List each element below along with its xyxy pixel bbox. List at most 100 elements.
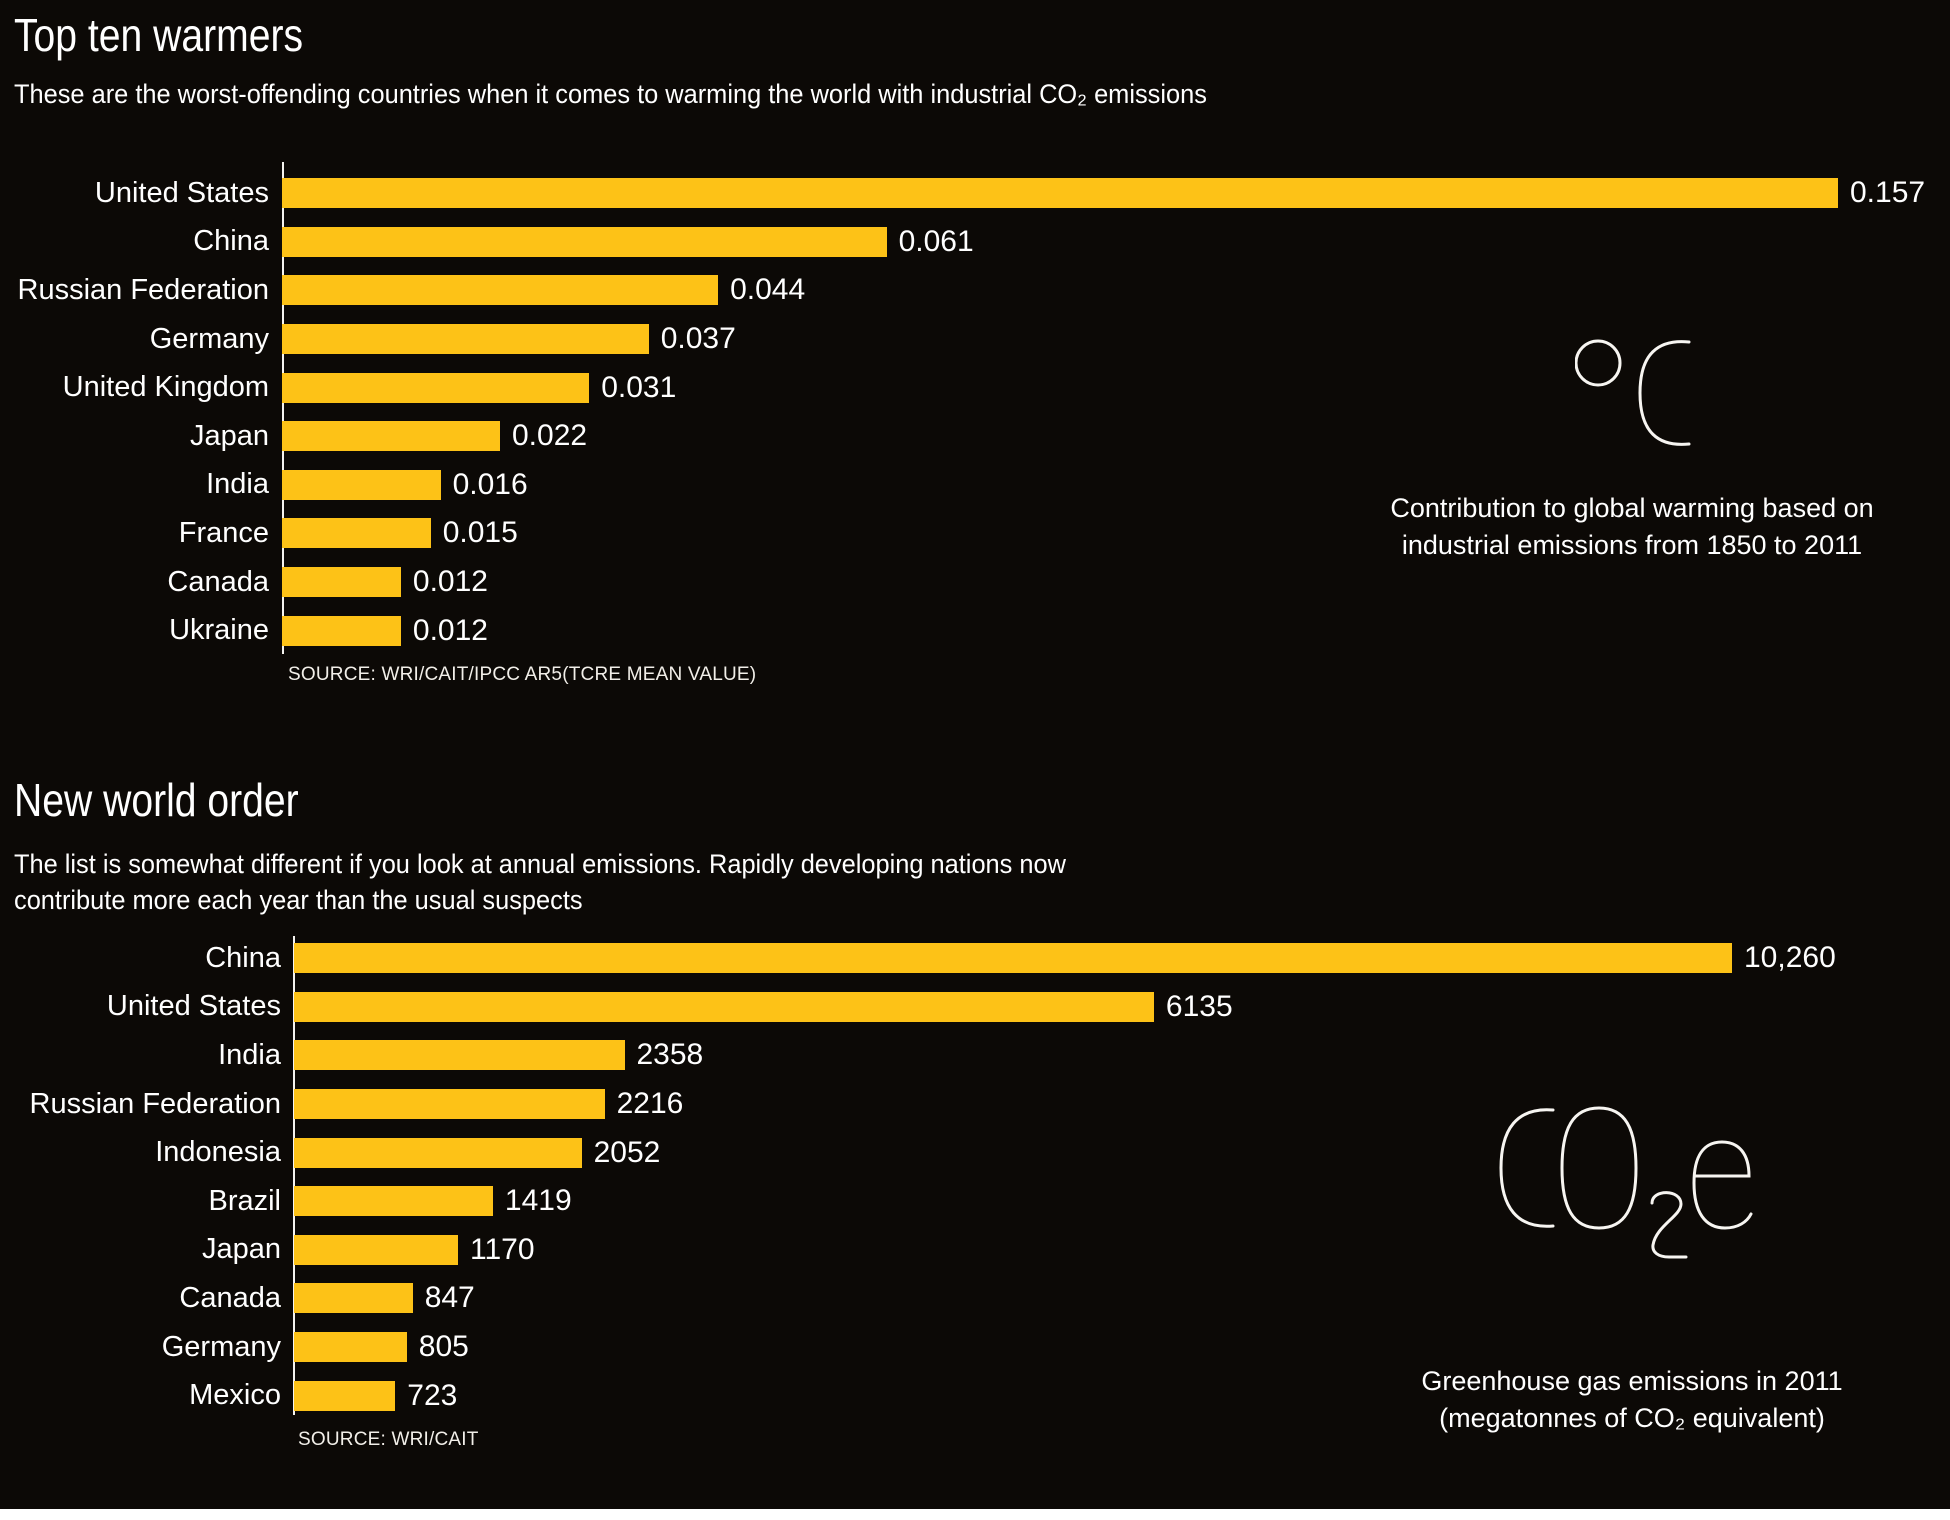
bar-value: 0.012 — [412, 565, 488, 599]
bar-label: China — [193, 225, 269, 258]
bottom-border — [0, 1509, 1950, 1520]
bar-row: United States 0.157 — [0, 169, 1950, 218]
bar-value: 1170 — [470, 1232, 535, 1266]
bar-row: Ukraine 0.012 — [0, 606, 1950, 655]
bar — [282, 324, 649, 355]
chart1-annotation-caption: Contribution to global warming based on … — [1362, 490, 1902, 564]
bar-value: 1419 — [504, 1184, 572, 1218]
bar-label: United States — [94, 176, 269, 209]
bar — [282, 421, 500, 452]
bar-row: China 10,260 — [0, 934, 1950, 983]
bar-row: Germany 0.037 — [0, 315, 1950, 364]
bar — [294, 1137, 582, 1168]
chart2-title: New world order — [14, 774, 299, 826]
bar-value: 805 — [418, 1330, 469, 1364]
bar-label: Germany — [161, 1330, 281, 1363]
bar-value: 0.037 — [660, 322, 736, 356]
bar — [282, 567, 401, 598]
bar-label: Mexico — [189, 1379, 281, 1412]
chart2-subtitle: The list is somewhat different if you lo… — [14, 849, 1066, 915]
bar-row: United States 6135 — [0, 983, 1950, 1032]
bar-label: Ukraine — [169, 614, 269, 647]
chart1-bars: United States 0.157 China 0.061 Russian Fede… — [0, 169, 1950, 655]
bar-value: 0.012 — [412, 613, 488, 647]
bar — [282, 275, 719, 306]
bar-row: India 0.016 — [0, 461, 1950, 510]
chart1-axis-line — [282, 162, 284, 654]
bar-value: 0.061 — [898, 224, 974, 258]
bar-value: 0.157 — [1850, 176, 1926, 210]
chart2-bars: China 10,260 United States 6135 India 2358 Rus… — [0, 934, 1950, 1420]
bar-label: Canada — [179, 1281, 281, 1314]
bar — [282, 226, 887, 257]
bar-label: Germany — [149, 322, 269, 355]
bar — [294, 1380, 396, 1411]
caption-line: Contribution to global warming based on — [1390, 493, 1874, 523]
chart2-axis-line — [293, 936, 295, 1415]
bar-row: Canada 847 — [0, 1274, 1950, 1323]
bar-row: Mexico 723 — [0, 1371, 1950, 1420]
bar-label: United States — [106, 990, 281, 1023]
caption-line: (megatonnes of CO₂ equivalent) — [1439, 1403, 1825, 1433]
bar-value: 2216 — [616, 1087, 684, 1121]
degrees-celsius-icon — [1575, 339, 1691, 446]
bar-value: 0.022 — [512, 419, 588, 453]
bar-row: Germany 805 — [0, 1323, 1950, 1372]
bar — [294, 991, 1154, 1022]
bar-row: Japan 0.022 — [0, 412, 1950, 461]
bar-value: 0.044 — [730, 273, 806, 307]
bar-label: India — [218, 1038, 281, 1071]
bar-row: United Kingdom 0.031 — [0, 363, 1950, 412]
bar — [282, 372, 590, 403]
bar-value: 0.016 — [452, 467, 528, 501]
bar — [294, 1186, 493, 1217]
bar-label: Japan — [189, 419, 269, 452]
caption-line: Greenhouse gas emissions in 2011 — [1421, 1366, 1843, 1396]
bar-value: 6135 — [1165, 989, 1233, 1023]
bar — [294, 1283, 413, 1314]
bar — [294, 1234, 458, 1265]
bar-label: Japan — [201, 1233, 281, 1266]
bar-label: Canada — [167, 565, 269, 598]
bar-row: Russian Federation 0.044 — [0, 266, 1950, 315]
bar-label: China — [205, 941, 281, 974]
bar-row: India 2358 — [0, 1031, 1950, 1080]
bar-label: Russian Federation — [17, 273, 269, 306]
bar-row: Brazil 1419 — [0, 1177, 1950, 1226]
bar-label: France — [178, 516, 269, 549]
bar — [294, 1089, 605, 1120]
bar — [294, 1332, 407, 1363]
bar-row: Indonesia 2052 — [0, 1128, 1950, 1177]
bar-value: 10,260 — [1744, 941, 1836, 975]
bar-label: United Kingdom — [62, 371, 269, 404]
bar-value: 2052 — [593, 1135, 661, 1169]
bar-row: France 0.015 — [0, 509, 1950, 558]
chart2-annotation-caption: Greenhouse gas emissions in 2011 (megato… — [1362, 1363, 1902, 1437]
chart1-source: SOURCE: WRI/CAIT/IPCC AR5(TCRE MEAN VALU… — [288, 664, 757, 685]
bar-label: Russian Federation — [29, 1087, 281, 1120]
bar-label: Indonesia — [155, 1136, 281, 1169]
bar-value: 723 — [407, 1378, 458, 1412]
bar-label: India — [206, 468, 269, 501]
bar — [282, 178, 1838, 209]
chart1-title: Top ten warmers — [14, 9, 304, 61]
bar-label: Brazil — [208, 1184, 281, 1217]
bar-row: China 0.061 — [0, 218, 1950, 267]
co2e-icon — [1499, 1106, 1753, 1259]
bar-row: Russian Federation 2216 — [0, 1080, 1950, 1129]
chart1-subtitle: These are the worst-offending countries … — [14, 79, 1207, 109]
bar — [294, 1040, 625, 1071]
bar-value: 2358 — [636, 1038, 704, 1072]
caption-line: industrial emissions from 1850 to 2011 — [1401, 530, 1863, 560]
chart2-source: SOURCE: WRI/CAIT — [298, 1429, 479, 1450]
bar-value: 0.031 — [601, 370, 677, 404]
bar — [294, 943, 1732, 974]
bar — [282, 615, 401, 646]
bar-row: Japan 1170 — [0, 1226, 1950, 1275]
bar — [282, 518, 431, 549]
bar — [282, 469, 441, 500]
bar-value: 0.015 — [442, 516, 518, 550]
bar-value: 847 — [424, 1281, 475, 1315]
bar-row: Canada 0.012 — [0, 558, 1950, 607]
